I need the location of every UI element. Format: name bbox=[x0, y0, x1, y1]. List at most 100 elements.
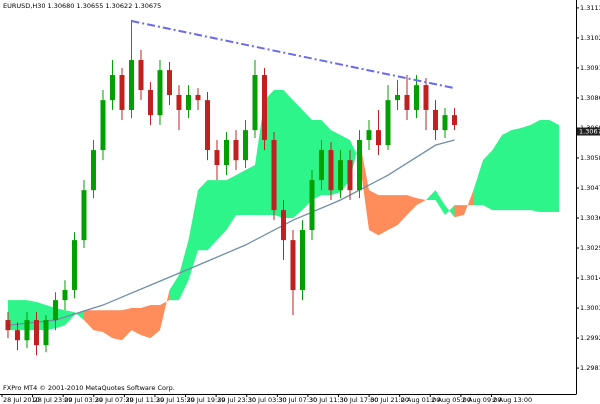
candle-body bbox=[261, 75, 267, 140]
cloud-segment bbox=[444, 205, 455, 218]
cloud-segment bbox=[197, 180, 208, 251]
cloud-segment bbox=[406, 195, 417, 216]
cloud-segment bbox=[245, 165, 255, 216]
candle-body bbox=[147, 90, 153, 116]
cloud-segment bbox=[397, 195, 407, 226]
cloud-segment bbox=[539, 120, 550, 213]
x-tick-label: 29 Jul 07:30 bbox=[95, 396, 134, 404]
candle-body bbox=[451, 115, 457, 125]
candle-body bbox=[423, 85, 429, 110]
cloud-segment bbox=[492, 135, 502, 211]
candle-body bbox=[157, 70, 163, 116]
candle-body bbox=[71, 240, 77, 291]
cloud-segment bbox=[140, 305, 151, 339]
cloud-segment bbox=[178, 240, 189, 301]
cloud-segment bbox=[482, 150, 493, 211]
y-tick-label: 1.31130 bbox=[580, 4, 600, 12]
cloud-segment bbox=[74, 310, 84, 321]
candle-body bbox=[214, 150, 220, 166]
cloud-segment bbox=[121, 308, 132, 341]
x-tick-label: 2 Aug 01:00 bbox=[401, 396, 441, 404]
x-tick-label: 30 Jul 11:30 bbox=[309, 396, 348, 404]
x-tick-label: 28 Jul 2010 bbox=[3, 396, 40, 404]
candle-body bbox=[233, 139, 239, 161]
x-tick-label: 30 Jul 17:00 bbox=[339, 396, 378, 404]
candle-body bbox=[299, 230, 305, 291]
candle-body bbox=[138, 60, 144, 91]
cloud-segment bbox=[150, 305, 160, 339]
candle-body bbox=[100, 100, 106, 151]
candle-body bbox=[280, 210, 286, 241]
candle-body bbox=[90, 150, 96, 191]
cloud-segment bbox=[378, 195, 388, 236]
y-tick-label: 1.30360 bbox=[580, 214, 600, 222]
cloud-segment bbox=[292, 100, 303, 219]
x-tick-label: 2 Aug 09:00 bbox=[462, 396, 502, 404]
cloud-segment bbox=[463, 190, 474, 216]
x-tick-label: 29 Jul 19:30 bbox=[187, 396, 226, 404]
candle-body bbox=[24, 320, 30, 341]
x-tick-label: 29 Jul 11:30 bbox=[125, 396, 164, 404]
candle-body bbox=[328, 150, 334, 191]
cloud-segment bbox=[511, 127, 521, 211]
candle-body bbox=[356, 139, 362, 191]
y-tick-label: 1.31020 bbox=[580, 34, 600, 42]
cloud-segment bbox=[188, 190, 198, 281]
candle-body bbox=[195, 94, 201, 101]
candle-body bbox=[404, 94, 410, 110]
y-tick-label: 1.30140 bbox=[580, 274, 600, 282]
x-tick-label: 2 Aug 05:00 bbox=[431, 396, 471, 404]
candle-body bbox=[242, 130, 248, 161]
y-tick-label: 1.30910 bbox=[580, 64, 600, 72]
copyright: FXPro MT4 © 2001-2010 MetaQuotes Softwar… bbox=[3, 384, 175, 392]
cloud-segment bbox=[235, 169, 246, 216]
cloud-segment bbox=[549, 120, 559, 213]
cloud-segment bbox=[473, 160, 483, 206]
cloud-segment bbox=[387, 195, 398, 231]
y-tick-label: 1.30470 bbox=[580, 184, 600, 192]
candle-body bbox=[109, 75, 115, 101]
last-price-label: 1.30677 bbox=[579, 128, 600, 136]
candle-body bbox=[62, 290, 68, 301]
cloud-segment bbox=[93, 310, 103, 333]
candle-body bbox=[176, 94, 182, 110]
candle-body bbox=[43, 320, 49, 346]
cloud-segment bbox=[83, 310, 94, 331]
candle-body bbox=[5, 320, 11, 331]
cloud-segment bbox=[159, 290, 170, 331]
cloud-segment bbox=[102, 310, 113, 339]
candle-body bbox=[366, 130, 372, 140]
cloud-segment bbox=[216, 180, 227, 241]
chart-title: EURUSD,H30 1.30680 1.30655 1.30622 1.306… bbox=[3, 2, 161, 10]
x-tick-label: 30 Jul 07:30 bbox=[278, 396, 317, 404]
candle-body bbox=[128, 60, 134, 110]
cloud-segment bbox=[226, 175, 236, 231]
cloud-segment bbox=[131, 308, 141, 336]
candle-body bbox=[394, 94, 400, 101]
candle-body bbox=[81, 190, 87, 241]
cloud-segment bbox=[368, 190, 379, 236]
y-tick-label: 1.30250 bbox=[580, 244, 600, 252]
y-tick-label: 1.30030 bbox=[580, 304, 600, 312]
candle-body bbox=[413, 85, 419, 110]
candle-body bbox=[119, 75, 125, 110]
x-tick-label: 29 Jul 15:30 bbox=[156, 396, 195, 404]
y-tick-label: 1.29810 bbox=[580, 364, 600, 372]
x-tick-label: 28 Jul 23:00 bbox=[34, 396, 73, 404]
cloud-segment bbox=[454, 205, 464, 218]
cloud-segment bbox=[169, 275, 179, 301]
cloud-segment bbox=[64, 310, 75, 326]
x-tick-label: 30 Jul 03:30 bbox=[248, 396, 287, 404]
y-tick-label: 1.30580 bbox=[580, 154, 600, 162]
candle-body bbox=[14, 330, 20, 341]
candle-body bbox=[385, 100, 391, 146]
trend-line bbox=[131, 20, 455, 90]
candle-body bbox=[442, 115, 448, 131]
x-tick-label: 30 Jul 21:00 bbox=[370, 396, 409, 404]
cloud-segment bbox=[501, 130, 512, 211]
x-tick-label: 29 Jul 23:30 bbox=[217, 396, 256, 404]
y-tick-label: 1.30800 bbox=[580, 94, 600, 102]
cloud-segment bbox=[112, 310, 122, 341]
candle-body bbox=[52, 300, 58, 321]
